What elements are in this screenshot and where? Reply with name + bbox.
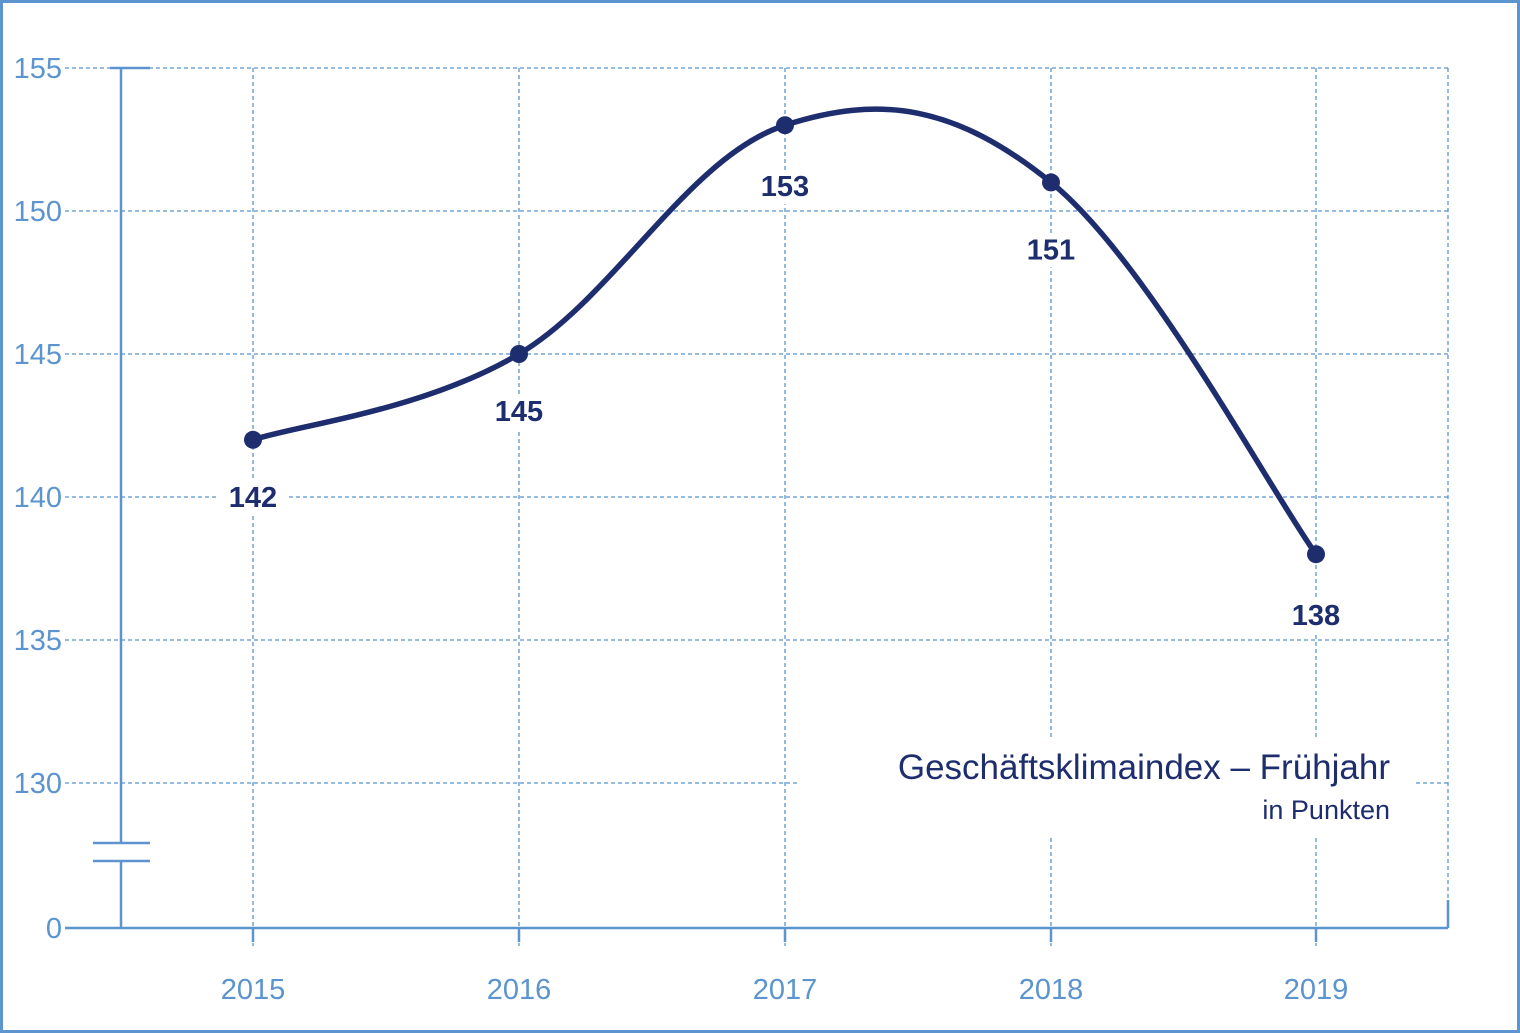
y-tick-label: 140 [14,482,62,514]
x-tick-label: 2016 [487,974,552,1006]
axis-layer: 155 150 145 140 135 130 0 2015 2016 2017 2018 2019 [14,53,1450,1006]
x-tick-label: 2017 [753,974,818,1006]
data-label-background [483,395,555,429]
data-label: 138 [1292,600,1340,632]
title-background [800,738,1415,836]
x-tick-label: 2019 [1284,974,1349,1006]
grid-layer [65,67,1449,946]
data-label: 142 [229,482,277,514]
data-label-background [1280,599,1352,634]
label-layer: 142 145 153 151 138 [217,170,1352,634]
series-layer [244,106,1325,564]
x-tick-label: 2018 [1019,974,1084,1006]
data-point [244,430,262,449]
y-tick-label: 130 [14,768,62,800]
data-point [510,345,528,363]
data-label-background [749,170,821,205]
y-tick-label: 0 [46,913,62,945]
data-label: 145 [495,396,543,428]
data-point [1042,173,1060,192]
data-label: 153 [761,171,809,203]
y-tick-label: 135 [14,625,62,657]
data-point [1307,545,1325,564]
y-tick-label: 150 [14,196,62,228]
x-tick-label: 2015 [221,974,286,1006]
data-label: 151 [1027,234,1075,266]
chart-subtitle: in Punkten [1262,795,1390,825]
data-label-background [217,480,289,515]
y-tick-label: 155 [14,53,62,85]
data-label-background [1015,233,1087,268]
data-point [776,116,794,135]
title-layer: Geschäftsklimaindex – Frühjahr in Punkte… [898,748,1390,825]
chart-title: Geschäftsklimaindex – Frühjahr [898,748,1390,787]
y-tick-label: 145 [14,339,62,371]
